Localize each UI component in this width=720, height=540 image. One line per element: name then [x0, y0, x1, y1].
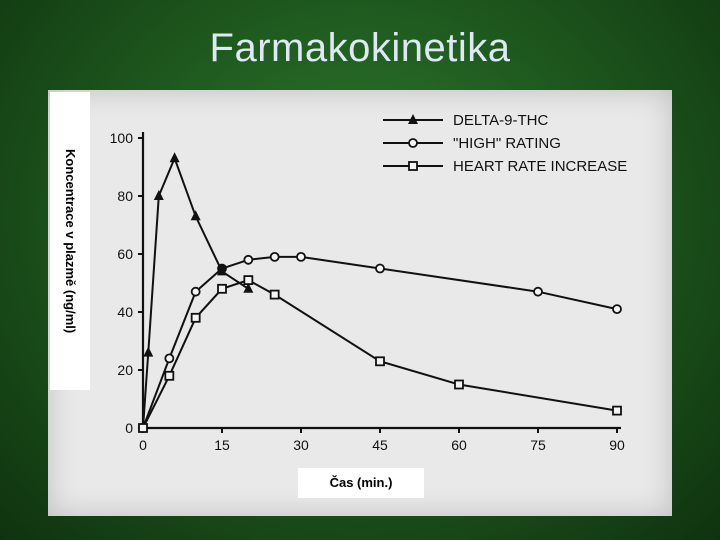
x-tick-label: 15	[214, 437, 230, 453]
data-point-high-rating	[533, 286, 543, 297]
x-axis-label: Čas (min.)	[298, 468, 424, 498]
x-tick-label: 75	[530, 437, 546, 453]
data-point-high-rating	[269, 251, 280, 262]
legend-marker-heart-rate	[408, 161, 418, 171]
y-tick-label: 60	[117, 246, 133, 262]
x-tick-label: 60	[451, 437, 467, 453]
data-point-heart-rate	[375, 356, 385, 367]
x-tick-label: 0	[139, 437, 147, 453]
y-axis-label-box	[50, 92, 90, 390]
data-point-heart-rate	[612, 405, 622, 416]
data-point-heart-rate	[138, 423, 148, 433]
line-chart: 0 20 40 60 80 100 0 15 30 45 60 75 90 DELTA-9-THC "HIG…	[110, 112, 628, 453]
x-tick-label: 90	[609, 437, 625, 453]
intersection-point	[217, 264, 227, 273]
data-point-heart-rate	[190, 312, 201, 323]
slide-title: Farmakokinetika	[209, 26, 511, 70]
x-tick-label: 45	[372, 437, 388, 453]
series-line-high-rating	[142, 255, 618, 429]
legend-label-high-rating: "HIGH" RATING	[453, 135, 561, 152]
data-point-heart-rate	[217, 283, 227, 294]
y-tick-label: 40	[117, 304, 133, 320]
chart-area: 0 20 40 60 80 100 0 15 30 45 60 75 90 DELTA-9-THC "HIG…	[48, 90, 672, 516]
y-tick-label: 20	[117, 362, 133, 378]
data-point-heart-rate	[164, 370, 175, 381]
data-point-high-rating	[164, 353, 175, 364]
legend-label-thc: DELTA-9-THC	[453, 112, 548, 129]
y-tick-label: 80	[117, 188, 133, 204]
data-point-heart-rate	[243, 275, 254, 286]
data-point-high-rating	[375, 263, 385, 274]
legend-marker-thc	[408, 114, 418, 124]
legend-label-heart-rate: HEART RATE INCREASE	[453, 158, 627, 175]
data-point-high-rating	[190, 286, 201, 297]
x-tick-label: 30	[293, 437, 309, 453]
series-line-heart-rate	[142, 279, 618, 429]
y-tick-label: 0	[125, 420, 133, 436]
y-axis-label: Koncentrace v plazmě (ng/ml)	[63, 148, 78, 334]
data-point-high-rating	[243, 254, 254, 265]
legend-marker-high-rating	[408, 138, 418, 148]
data-point-thc	[243, 282, 254, 293]
data-point-heart-rate	[269, 289, 280, 300]
data-point-thc	[143, 346, 154, 357]
data-point-thc	[153, 190, 164, 200]
data-point-heart-rate	[454, 379, 464, 390]
data-point-high-rating	[296, 251, 306, 262]
data-point-high-rating	[612, 304, 622, 315]
data-point-thc	[169, 152, 180, 163]
data-point-thc	[190, 210, 201, 221]
y-tick-label: 100	[110, 130, 134, 146]
